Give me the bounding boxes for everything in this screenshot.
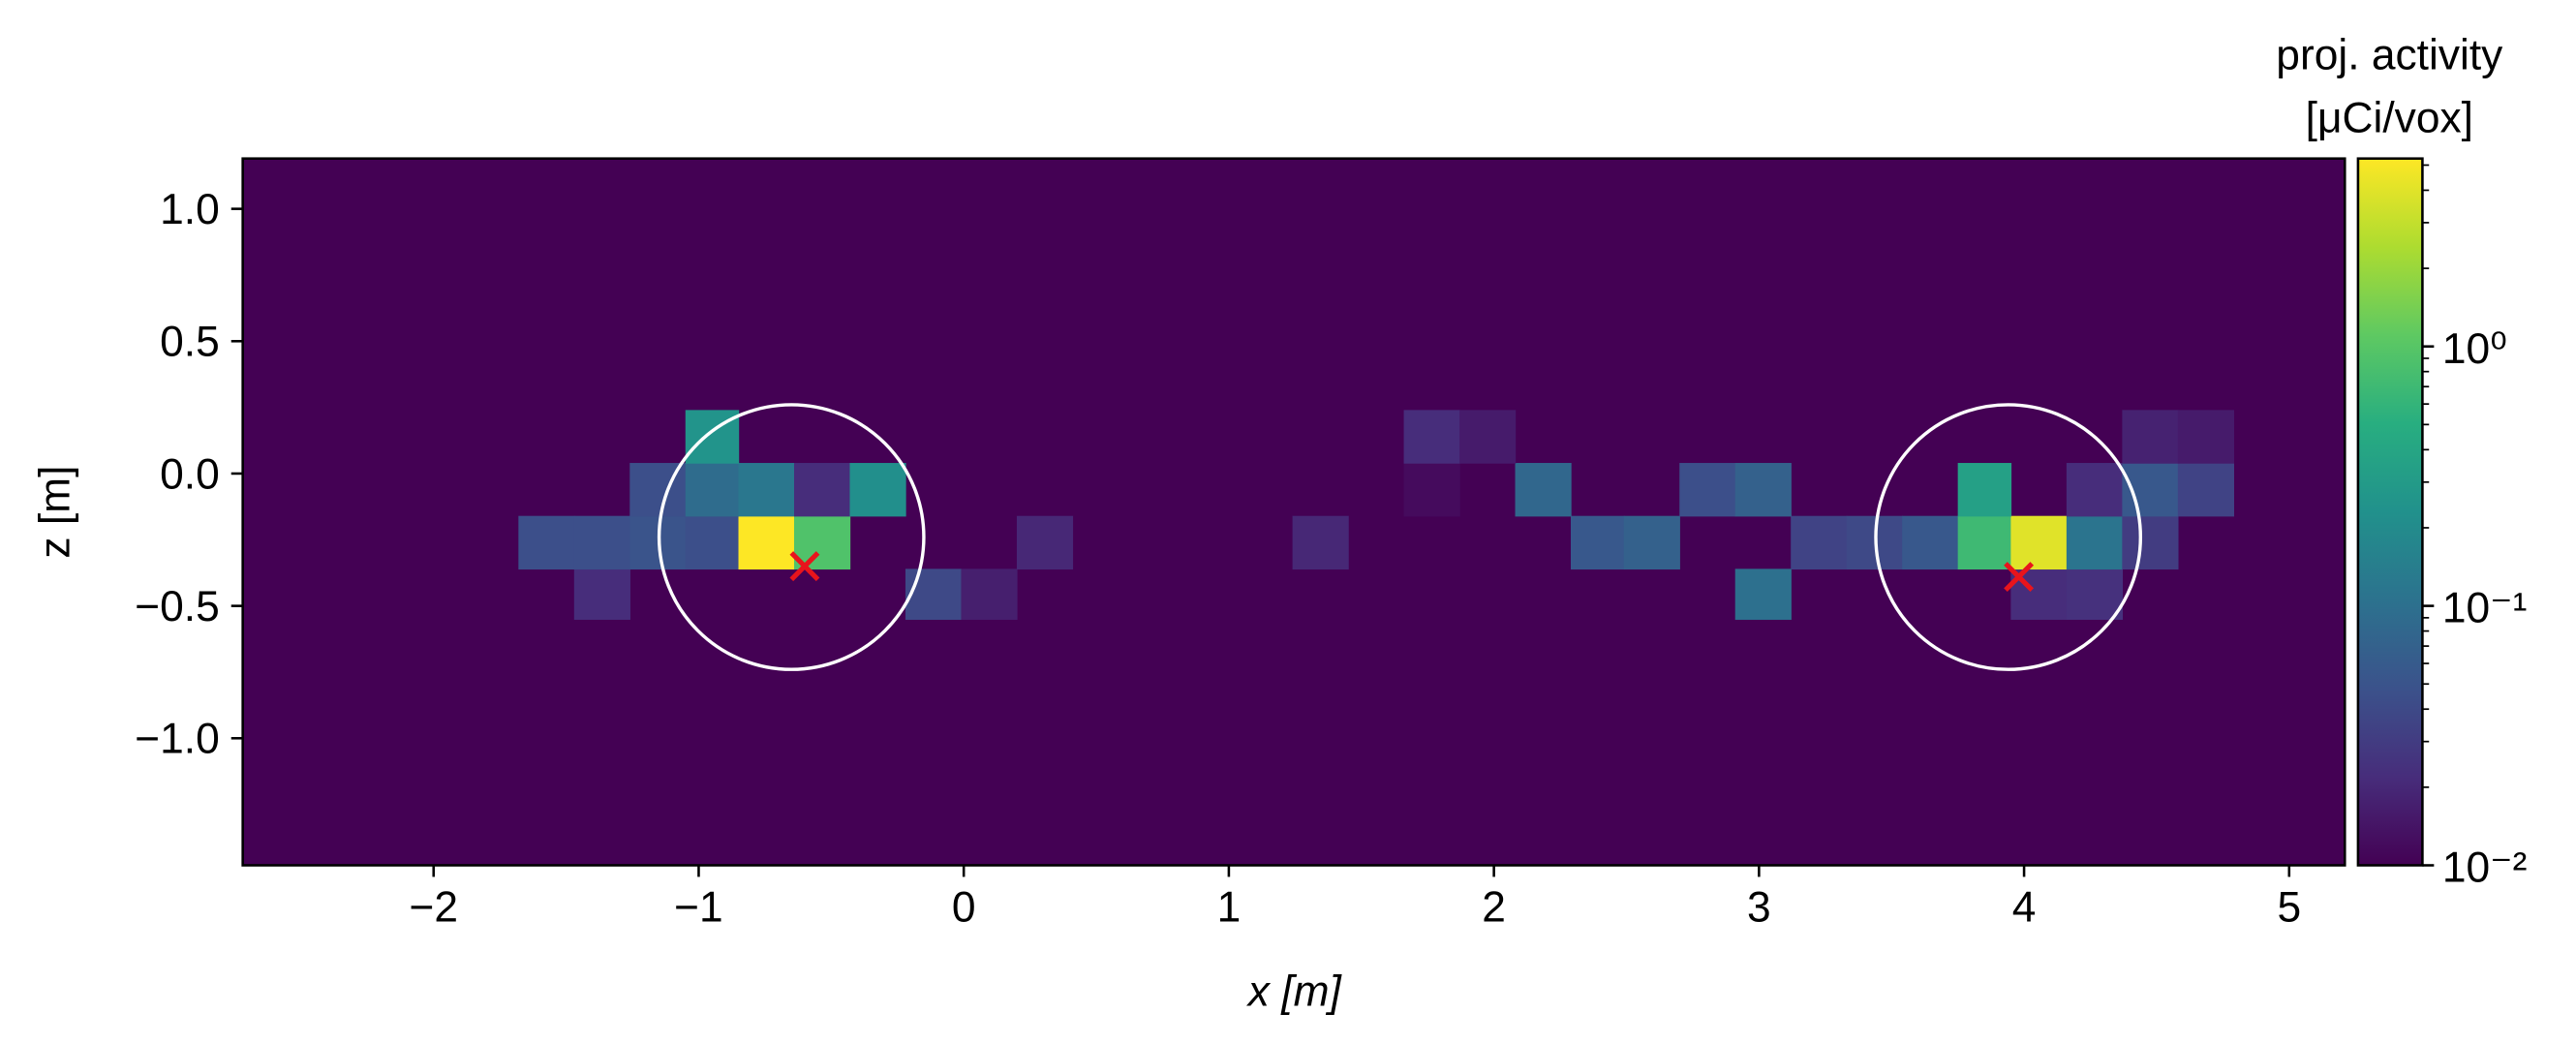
y-tick-label: 0.0 <box>160 450 220 498</box>
heatmap-cell <box>2177 410 2235 464</box>
region-circle <box>657 403 926 671</box>
y-tick-label: 0.5 <box>160 319 220 366</box>
x-axis-label: x [m] <box>1246 967 1343 1015</box>
heatmap-cell <box>1459 410 1517 464</box>
heatmap-cell <box>2010 515 2068 570</box>
heatmap-cell <box>2066 463 2124 517</box>
source-marker <box>789 551 820 582</box>
heatmap-cell <box>1734 463 1792 517</box>
heatmap-cell <box>518 515 575 570</box>
heatmap-cell <box>2177 463 2235 517</box>
heatmap-cell <box>1734 568 1792 620</box>
heatmap-cell <box>573 568 630 620</box>
x-tick-label: 0 <box>952 883 976 931</box>
colorbar-tick-label: 10⁻² <box>2442 844 2527 892</box>
heatmap-cell <box>2066 515 2124 570</box>
heatmap-cell <box>961 568 1018 620</box>
heatmap-cell <box>2122 410 2179 464</box>
heatmap-cell <box>1016 515 1074 570</box>
heatmap-cell <box>793 463 851 517</box>
heatmap-cell <box>573 515 630 570</box>
region-circle <box>1874 403 2143 671</box>
heatmap-cell <box>2122 515 2179 570</box>
x-tick-label: 3 <box>1747 883 1771 931</box>
colorbar-tick-label: 10⁻¹ <box>2442 585 2527 632</box>
y-tick-label: 1.0 <box>160 186 220 233</box>
heatmap-cell <box>1403 410 1460 464</box>
heatmap-cell <box>1292 515 1349 570</box>
heatmap-cell <box>905 568 963 620</box>
heatmap-cell <box>1623 515 1680 570</box>
y-tick-label: −1.0 <box>135 716 220 763</box>
heatmap-cell <box>1957 515 2012 570</box>
x-tick-label: 4 <box>2012 883 2037 931</box>
heatmap-cell <box>685 463 740 517</box>
heatmap-cell <box>685 515 740 570</box>
heatmap-cell <box>1957 463 2012 517</box>
plot-frame <box>241 157 2346 867</box>
heatmap-cell <box>738 515 795 570</box>
heatmap-cell <box>738 463 795 517</box>
heatmap-cell <box>793 515 851 570</box>
heatmap-cell <box>1791 515 1848 570</box>
source-marker <box>2004 562 2035 593</box>
heatmap-cell <box>1571 515 1625 570</box>
colorbar-label: proj. activity <box>2276 32 2503 79</box>
plot-background <box>242 158 2346 866</box>
heatmap-cell <box>1679 463 1736 517</box>
x-tick-label: −1 <box>674 883 723 931</box>
colorbar-tick-label: 10⁰ <box>2442 325 2507 373</box>
x-tick-label: 5 <box>2277 883 2301 931</box>
y-axis-label: z [m] <box>32 466 79 559</box>
heatmap-cell <box>1515 463 1572 517</box>
x-tick-label: 1 <box>1217 883 1242 931</box>
colorbar <box>2356 157 2424 867</box>
heatmap-cell <box>849 463 906 517</box>
colorbar-label: [μCi/vox] <box>2306 94 2473 141</box>
x-tick-label: −2 <box>409 883 458 931</box>
heatmap-cell <box>1902 515 1959 570</box>
heatmap-cell <box>1403 463 1460 517</box>
y-tick-label: −0.5 <box>135 583 220 630</box>
heatmap-cell <box>2066 568 2124 620</box>
x-tick-label: 2 <box>1482 883 1506 931</box>
